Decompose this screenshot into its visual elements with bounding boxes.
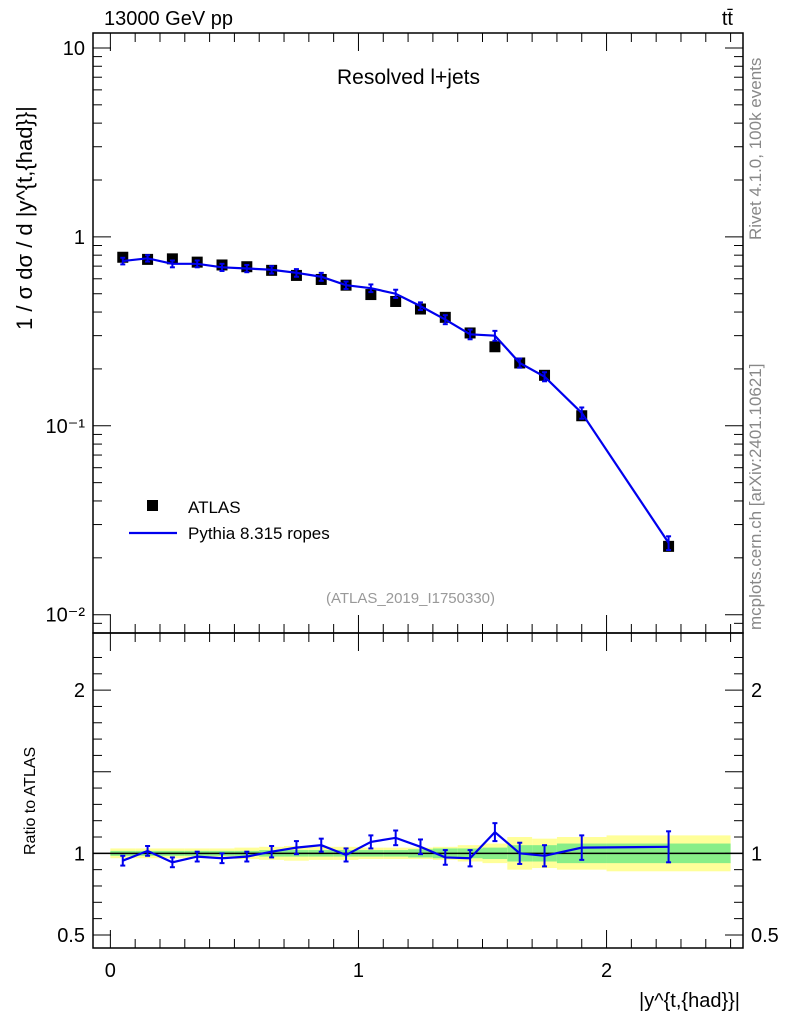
ratio-y-axis-label: Ratio to ATLAS xyxy=(22,747,40,855)
ratio-y-tick-label: 2 xyxy=(74,680,85,702)
atlas-data-point xyxy=(489,341,501,353)
x-axis-label: |y^{t,{had}}| xyxy=(639,990,740,1012)
ratio-y-axis-label-text: Ratio to ATLAS xyxy=(22,746,39,855)
atlas-data-point xyxy=(365,289,377,301)
ratio-y-tick-label: 0.5 xyxy=(57,925,85,947)
main-y-tick-label: 1 xyxy=(74,227,85,249)
main-y-axis-label-text: 1 / σ dσ / d |y^{t,{had}}| xyxy=(12,106,37,330)
atlas-data-point xyxy=(390,295,402,307)
main-y-tick-label: 10⁻² xyxy=(46,605,86,627)
legend-atlas-label: ATLAS xyxy=(188,498,241,517)
rivet-label: Rivet 4.1.0, 100k events xyxy=(746,57,765,240)
main-plot-title: Resolved l+jets xyxy=(337,66,480,89)
main-y-tick-label: 10⁻¹ xyxy=(46,416,86,438)
energy-label: 13000 GeV pp xyxy=(104,8,233,30)
x-tick-label: 0 xyxy=(105,960,116,982)
ratio-y-tick-label-right: 0.5 xyxy=(751,925,779,947)
process-label: tt̄ xyxy=(721,8,733,30)
main-y-axis-label: 1 / σ dσ / d |y^{t,{had}}| xyxy=(12,106,38,330)
x-tick-label: 2 xyxy=(601,960,612,982)
ratio-y-tick-label: 1 xyxy=(74,843,85,865)
mcplots-label: mcplots.cern.ch [arXiv:2401.10621] xyxy=(746,363,765,630)
main-plot-frame xyxy=(92,32,744,634)
ratio-y-tick-label-right: 2 xyxy=(751,680,762,702)
pythia-series-line xyxy=(122,257,670,544)
legend-pythia-label: Pythia 8.315 ropes xyxy=(188,524,330,543)
ratio-y-tick-label-right: 1 xyxy=(751,843,762,865)
atlas-data-point xyxy=(166,253,178,265)
ratio-plot-frame xyxy=(92,632,744,949)
pythia-ratio-line xyxy=(122,830,669,864)
analysis-label: (ATLAS_2019_I1750330) xyxy=(326,590,496,607)
main-y-tick-label: 10 xyxy=(63,38,85,60)
legend-atlas-marker xyxy=(147,500,158,511)
x-tick-label: 1 xyxy=(353,960,364,982)
